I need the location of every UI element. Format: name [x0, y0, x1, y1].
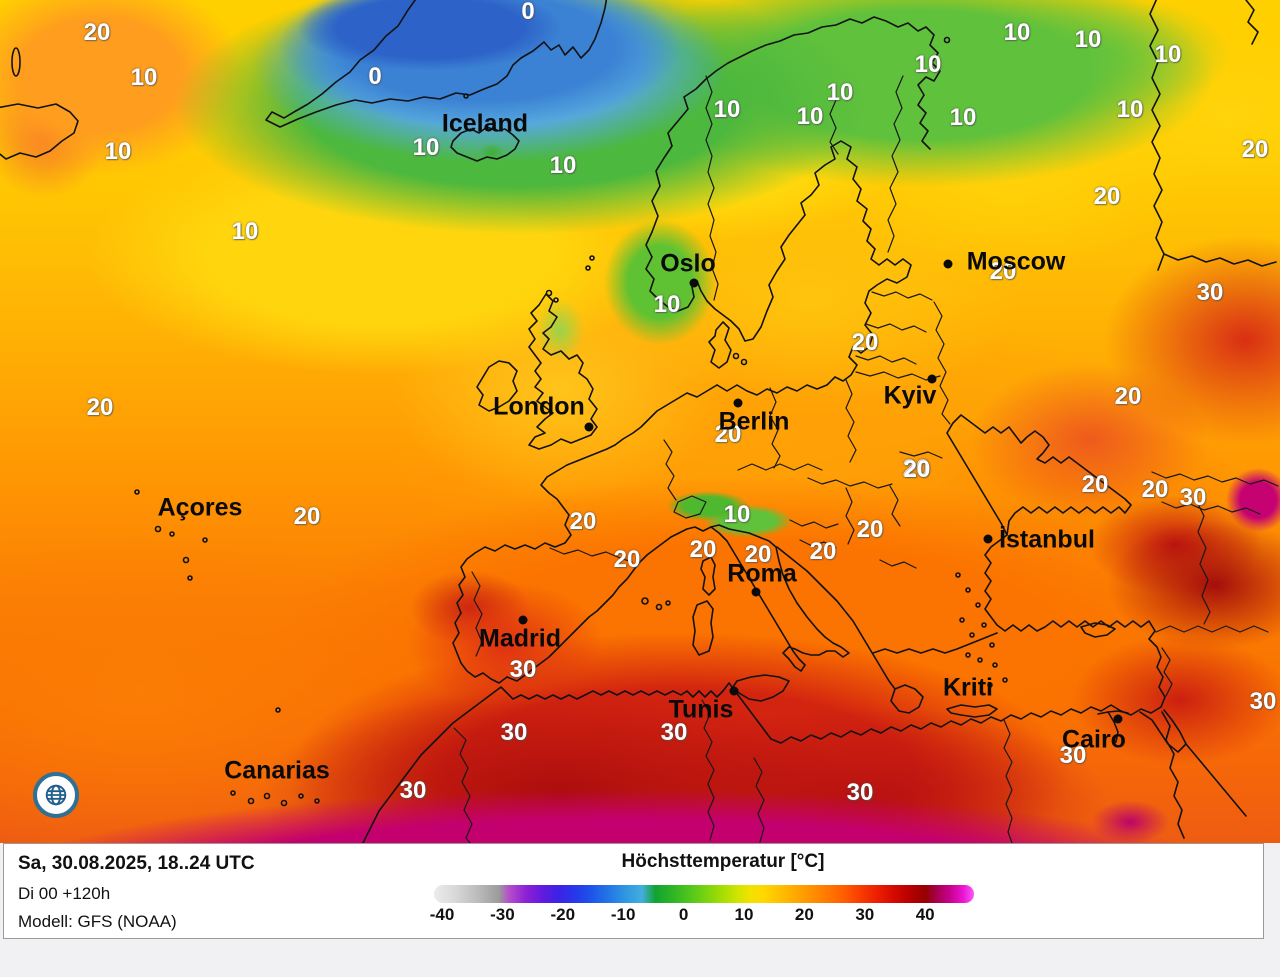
- legend-tick: -40: [429, 905, 455, 924]
- contour-label-10: 10: [826, 79, 854, 106]
- city-dot-berlin: [733, 398, 743, 408]
- contour-label-20: 20: [83, 19, 111, 46]
- contour-label-20: 20: [569, 508, 597, 535]
- contour-label-20: 20: [1241, 136, 1269, 163]
- contour-label-10: 10: [949, 104, 977, 131]
- contour-label-20: 20: [851, 329, 879, 356]
- contour-label-20: 20: [1114, 383, 1142, 410]
- contour-label-10: 10: [130, 64, 158, 91]
- region-label-canarias: Canarias: [224, 756, 330, 785]
- coastlines: [0, 0, 1277, 843]
- city-label-kyiv: Kyiv: [883, 381, 937, 410]
- contour-label-20: 20: [689, 536, 717, 563]
- contour-label-30: 30: [1196, 279, 1224, 306]
- legend-tick: 20: [794, 905, 814, 924]
- contour-label-20: 20: [1093, 183, 1121, 210]
- model-name-label: Modell: GFS (NOAA): [18, 912, 177, 931]
- contour-label-30: 30: [846, 779, 874, 806]
- contour-label-20: 20: [293, 503, 321, 530]
- contour-label-20: 20: [86, 394, 114, 421]
- contour-label-10: 10: [713, 96, 741, 123]
- city-dot-roma: [751, 587, 761, 597]
- city-label-i̇stanbul: İstanbul: [999, 525, 1095, 554]
- temperature-map: 20 10 10 10 0 0 10 10 10 10 10 10 10 10 10 10 10 20 20 20 30…: [0, 0, 1280, 843]
- contour-label-10: 10: [914, 51, 942, 78]
- contour-label-10: 10: [1074, 26, 1102, 53]
- region-label-açores: Açores: [157, 493, 243, 522]
- city-dot-moscow: [943, 259, 953, 269]
- city-dot-oslo: [689, 278, 699, 288]
- contour-label-20: 20: [989, 258, 1017, 285]
- contour-label-10: 10: [412, 134, 440, 161]
- contour-label-10: 10: [1116, 96, 1144, 123]
- contour-label-30: 30: [500, 719, 528, 746]
- region-label-kriti: Kriti: [943, 673, 993, 702]
- city-label-moscow: Moscow: [966, 247, 1066, 276]
- contour-label-30: 30: [660, 719, 688, 746]
- legend-tick: 30: [855, 905, 875, 924]
- contour-label-30: 30: [1179, 484, 1207, 511]
- legend-title: Höchsttemperatur [°C]: [621, 851, 825, 872]
- temperature-colorbar: [434, 885, 974, 903]
- city-label-madrid: Madrid: [479, 624, 561, 653]
- city-dot-madrid: [518, 615, 528, 625]
- info-bar: Sa, 30.08.2025, 18..24 UTC Di 00 +120h M…: [3, 843, 1264, 939]
- contour-label-0: 0: [521, 0, 535, 25]
- region-label-iceland: Iceland: [441, 109, 529, 138]
- legend-tick: 40: [915, 905, 935, 924]
- city-dot-cairo: [1113, 714, 1123, 724]
- city-dot-i̇stanbul: [983, 534, 993, 544]
- contour-label-10: 10: [653, 291, 681, 318]
- contour-label-10: 10: [1154, 41, 1182, 68]
- site-logo: [33, 772, 79, 818]
- contour-label-30: 30: [1059, 742, 1087, 769]
- coastline-borders-svg: [0, 0, 1279, 843]
- city-label-berlin: Berlin: [718, 407, 790, 436]
- legend-tick: -20: [550, 905, 576, 924]
- contour-label-20: 20: [902, 455, 930, 482]
- city-label-oslo: Oslo: [660, 249, 716, 278]
- contour-label-10: 10: [796, 103, 824, 130]
- contour-label-10: 10: [231, 218, 259, 245]
- contour-label-20: 20: [744, 541, 772, 568]
- valid-time-label: Sa, 30.08.2025, 18..24 UTC: [18, 853, 255, 874]
- city-label-london: London: [493, 392, 585, 421]
- city-dot-london: [584, 422, 594, 432]
- contour-label-20: 20: [856, 516, 884, 543]
- model-run-label: Di 00 +120h: [18, 884, 111, 903]
- legend-tick: 0: [678, 905, 689, 924]
- contour-label-20: 20: [1141, 476, 1169, 503]
- contour-label-20: 20: [1081, 471, 1109, 498]
- city-label-roma: Roma: [727, 559, 797, 588]
- city-dot-tunis: [729, 686, 739, 696]
- city-dot-kyiv: [927, 374, 937, 384]
- city-label-cairo: Cairo: [1062, 725, 1126, 754]
- legend-tick: -10: [610, 905, 636, 924]
- globe-icon: [45, 784, 67, 806]
- contour-label-10: 10: [1003, 19, 1031, 46]
- country-borders: [453, 75, 1279, 843]
- temperature-field: [0, 0, 1280, 843]
- contour-label-30: 30: [509, 656, 537, 683]
- contour-label-20: 20: [809, 538, 837, 565]
- contour-label-10: 10: [549, 152, 577, 179]
- contour-label-30: 30: [399, 777, 427, 804]
- contour-label-30: 30: [1249, 688, 1277, 715]
- contour-label-20: 20: [903, 456, 931, 483]
- contour-label-0: 0: [368, 63, 382, 90]
- legend-tick: 10: [734, 905, 754, 924]
- legend-tick: -30: [490, 905, 515, 924]
- contour-label-20: 20: [714, 421, 742, 448]
- contour-label-10: 10: [104, 138, 132, 165]
- city-label-tunis: Tunis: [668, 695, 734, 724]
- contour-label-10: 10: [723, 501, 751, 528]
- contour-label-20: 20: [613, 546, 641, 573]
